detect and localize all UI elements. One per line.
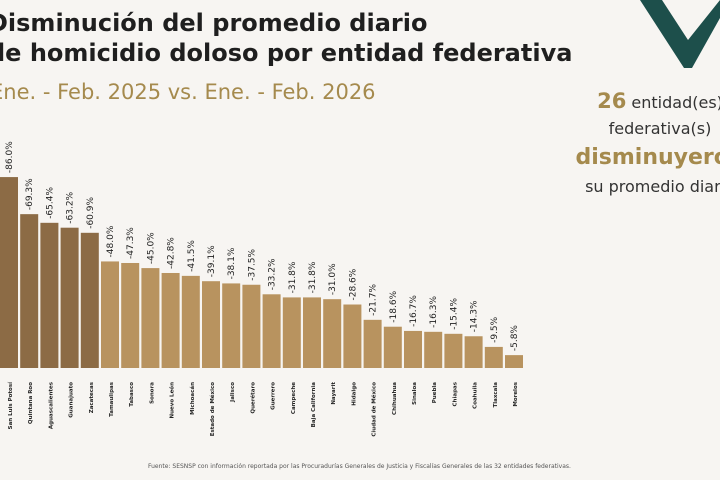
category-label: Baja California [311, 382, 317, 428]
title-line-2: de homicidio doloso por entidad federati… [0, 39, 573, 67]
data-label: -65.4% [45, 187, 55, 219]
data-label: -60.9% [86, 197, 96, 229]
bar [161, 272, 180, 368]
source-note: Fuente: SESNSP con información reportada… [148, 463, 571, 470]
category-label: Zacatecas [89, 381, 95, 413]
callout-line3: disminuyeron [575, 145, 720, 170]
bar [303, 297, 321, 368]
category-label: San Luis Potosí [7, 381, 14, 429]
category-label: Coahuila [473, 382, 479, 409]
title-line-1: Disminución del promedio diario [0, 9, 428, 37]
bar [505, 355, 523, 368]
bar [262, 294, 281, 368]
category-label: Aguascalientes [48, 381, 54, 429]
data-label: -28.6% [348, 268, 358, 300]
category-label: Sonora [149, 382, 155, 404]
bar [141, 268, 160, 368]
category-label: Estado de México [209, 382, 216, 436]
subtitle: Ene. - Feb. 2025 vs. Ene. - Feb. 2026 [0, 80, 376, 104]
category-label: Hidalgo [351, 382, 357, 406]
callout-line1: entidad(es) [631, 93, 720, 112]
data-label: -5.8% [510, 325, 520, 352]
bar [464, 336, 483, 368]
data-label: -9.5% [490, 316, 500, 343]
bar [424, 331, 443, 368]
bar [383, 326, 402, 368]
category-label: Ciudad de México [371, 382, 378, 437]
bar [404, 330, 422, 368]
bar [484, 346, 503, 368]
data-label: -38.1% [227, 247, 237, 279]
data-label: -47.3% [126, 227, 136, 259]
data-label: -16.3% [429, 296, 439, 328]
bar [181, 275, 200, 368]
bar [242, 284, 261, 368]
data-label: -33.2% [268, 258, 278, 290]
category-label: Tamaulipas [109, 381, 115, 417]
category-label: Guerrero [271, 382, 277, 410]
data-label: -37.5% [247, 248, 257, 280]
category-label: Campeche [291, 382, 297, 414]
bar [20, 214, 39, 368]
bar [282, 297, 301, 368]
data-label: -31.0% [328, 263, 338, 295]
category-label: Guanajuato [69, 382, 75, 418]
category-label: Puebla [432, 382, 438, 403]
callout-line2: federativa(s) [608, 119, 712, 138]
data-label: -69.3% [25, 178, 35, 210]
bar [121, 262, 140, 368]
category-label: Sinaloa [412, 382, 418, 405]
bar [202, 281, 220, 368]
category-label: Querétaro [249, 382, 256, 414]
data-label: -86.0% [5, 141, 15, 173]
page-title: Disminución del promedio diario de homic… [0, 8, 572, 68]
category-label: Morelos [513, 381, 519, 406]
data-label: -48.0% [106, 225, 116, 257]
category-label: Chihuahua [392, 382, 398, 415]
count: 26 [597, 89, 627, 113]
category-label: Nuevo León [169, 382, 176, 419]
data-label: -45.0% [146, 232, 156, 264]
bar [60, 227, 79, 368]
summary-callout: 26 entidad(es) federativa(s) disminuyero… [560, 88, 720, 200]
bar [101, 261, 119, 368]
bar [444, 333, 463, 368]
bar [40, 222, 59, 368]
bar [222, 283, 241, 368]
bar [80, 232, 99, 368]
data-label: -39.1% [207, 245, 217, 277]
data-label: -63.2% [66, 191, 76, 223]
bar [323, 299, 342, 368]
data-label: -42.8% [167, 237, 177, 269]
bar [363, 319, 382, 368]
bar [0, 177, 18, 368]
logo-chevron-decoration [640, 0, 720, 68]
data-label: -16.7% [409, 295, 419, 327]
data-label: -15.4% [449, 298, 459, 330]
category-label: Quintana Roo [28, 382, 34, 424]
data-label: -31.8% [288, 261, 298, 293]
data-label: -14.3% [470, 300, 480, 332]
data-label: -41.5% [187, 240, 197, 272]
category-label: Jalisco [230, 382, 236, 403]
category-label: Tlaxcala [493, 382, 499, 408]
category-label: Nayarit [331, 382, 337, 405]
bar [343, 304, 362, 368]
data-label: -21.7% [369, 284, 379, 316]
callout-line4: su promedio diario [585, 177, 720, 196]
data-label: -31.8% [308, 261, 318, 293]
category-label: Michoacán [189, 382, 196, 415]
category-label: Tabasco [129, 382, 135, 407]
data-label: -18.6% [389, 290, 399, 322]
category-label: Chiapas [452, 381, 458, 406]
